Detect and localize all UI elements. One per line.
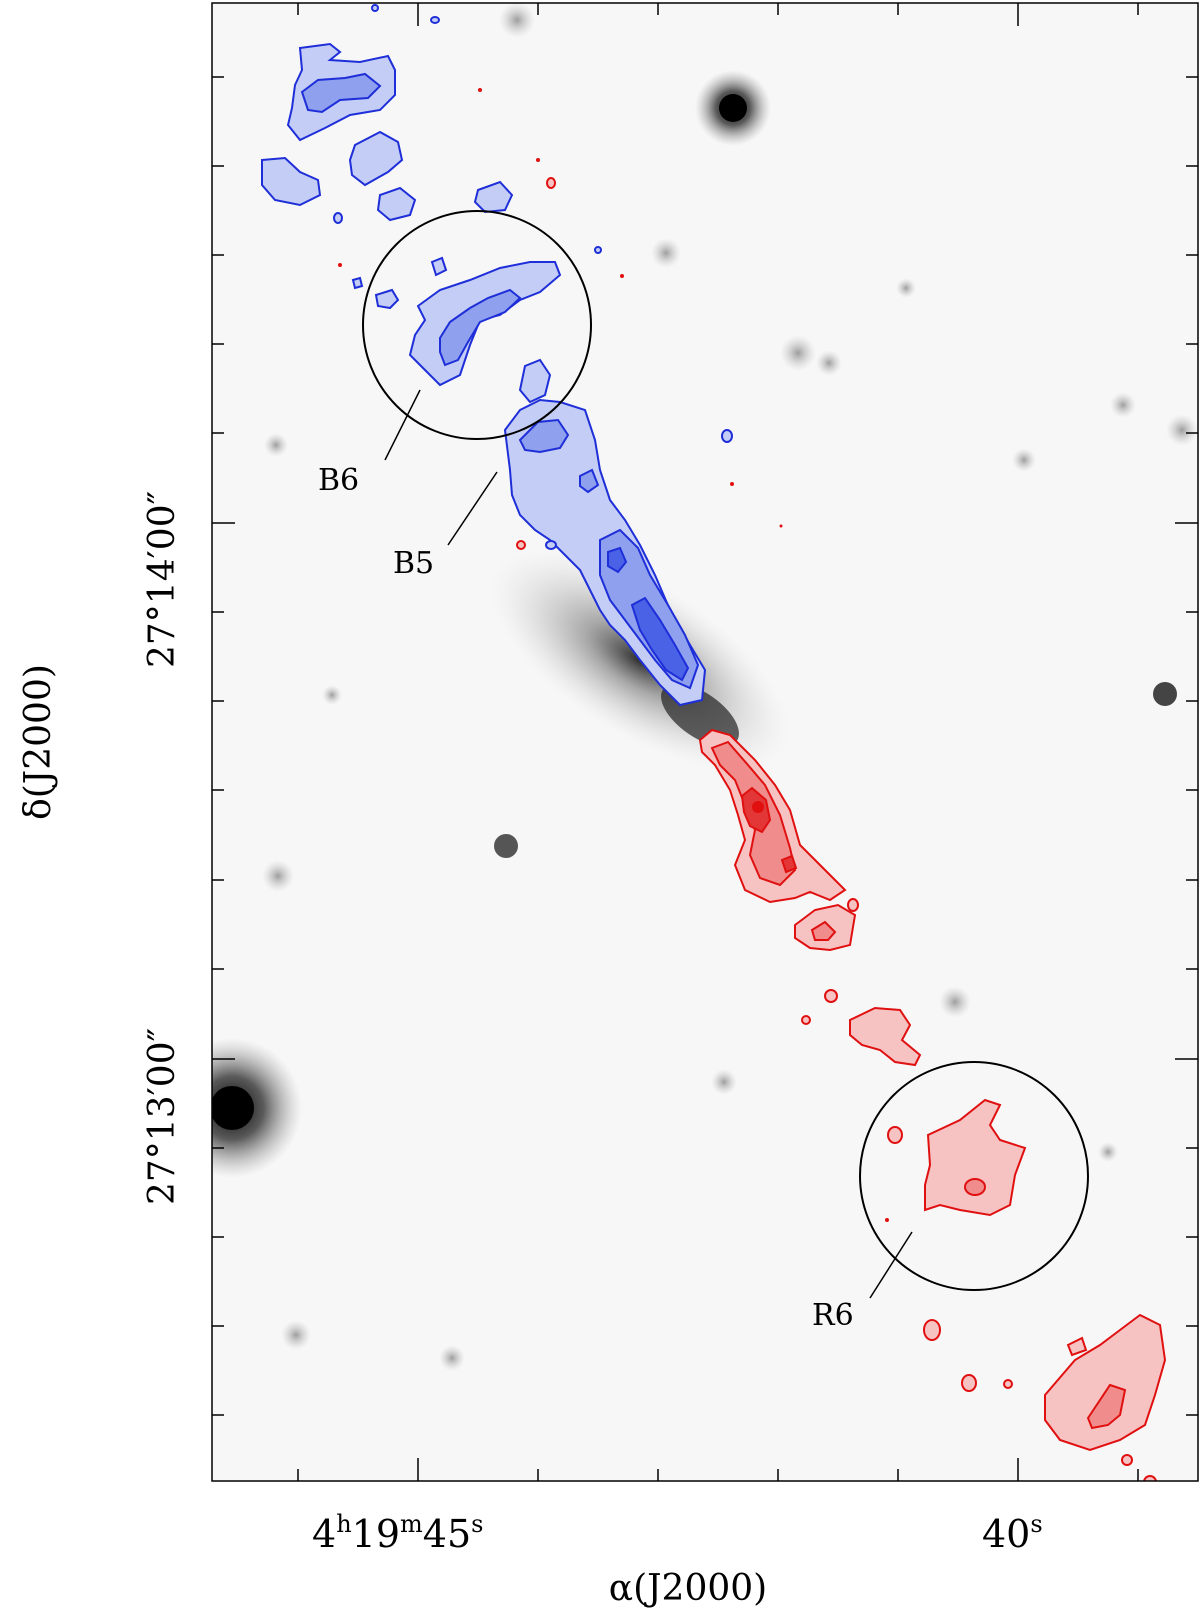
red-contour-bottom-small bbox=[1066, 1336, 1088, 1357]
blue-contour-4 bbox=[261, 156, 322, 207]
blue-contour-3 bbox=[348, 130, 404, 187]
blue-contour-2 bbox=[300, 72, 382, 114]
red-contour-small-core bbox=[780, 854, 798, 874]
red-contour-bottom-inner bbox=[1086, 1383, 1127, 1430]
blue-contour-jet-core bbox=[630, 596, 690, 682]
tick-marks bbox=[212, 3, 1198, 1481]
b6-circle bbox=[362, 210, 592, 440]
blue-contour-b6-tail bbox=[518, 358, 552, 404]
knot-label-b6: B6 bbox=[318, 463, 359, 498]
y-tick-label-13: 27°13′00″ bbox=[142, 1028, 183, 1205]
red-lobe-contours bbox=[338, 88, 1167, 1481]
x-axis-label: α(J2000) bbox=[609, 1568, 767, 1609]
greyscale-image bbox=[212, 3, 1198, 1481]
r6-pointer bbox=[869, 1231, 913, 1299]
blue-lobe-contours bbox=[261, 4, 733, 707]
blue-contour-6 bbox=[473, 180, 514, 214]
y-tick-label-14: 27°14′00″ bbox=[142, 491, 183, 668]
blue-contour-small-3 bbox=[351, 276, 364, 290]
blue-contour-small-1 bbox=[374, 288, 400, 310]
blue-contour-small-2 bbox=[430, 256, 448, 277]
blue-contour-b5-inner bbox=[518, 418, 570, 454]
red-contour-knot3 bbox=[849, 1006, 922, 1067]
red-contour-r6 bbox=[924, 1098, 1027, 1217]
red-contour-bottom bbox=[1044, 1313, 1167, 1452]
x-tick-label-40s: 40s bbox=[982, 1510, 1043, 1556]
plot-frame bbox=[211, 2, 1199, 1482]
knot-label-r6: R6 bbox=[812, 1298, 854, 1333]
blue-contour-knot bbox=[607, 546, 628, 574]
knot-label-b5: B5 bbox=[393, 546, 434, 581]
x-tick-label-45s: 4h19m45s bbox=[312, 1510, 483, 1556]
y-axis-label: δ(J2000) bbox=[18, 664, 59, 820]
b6-pointer bbox=[384, 389, 421, 461]
blue-contour-small-4 bbox=[579, 468, 600, 494]
blue-contour-5 bbox=[376, 186, 417, 222]
red-contour-knot2-inner bbox=[810, 920, 837, 941]
blue-contour-b6-inner bbox=[439, 288, 522, 367]
b5-pointer bbox=[447, 471, 498, 546]
r6-circle bbox=[859, 1061, 1089, 1291]
